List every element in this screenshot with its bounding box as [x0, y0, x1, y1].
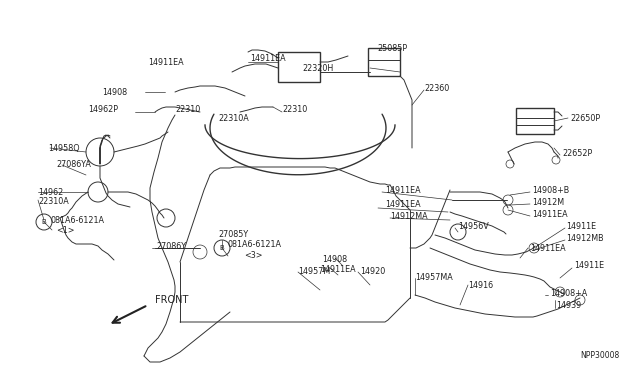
Text: 14956V: 14956V: [458, 221, 489, 231]
Text: 14916: 14916: [468, 280, 493, 289]
Text: 14911EA: 14911EA: [250, 54, 285, 62]
Text: 22320H: 22320H: [302, 64, 333, 73]
Text: 27086YA: 27086YA: [56, 160, 91, 169]
Text: 14911EA: 14911EA: [385, 199, 420, 208]
Text: 25085P: 25085P: [377, 44, 407, 52]
Text: 27086Y: 27086Y: [156, 241, 186, 250]
Text: 14911E: 14911E: [574, 262, 604, 270]
Text: 14962: 14962: [38, 187, 63, 196]
Text: 14908+B: 14908+B: [532, 186, 569, 195]
Text: 14911E: 14911E: [566, 221, 596, 231]
Text: <3>: <3>: [244, 251, 262, 260]
Text: 22650P: 22650P: [570, 113, 600, 122]
Text: 14957M: 14957M: [298, 267, 330, 276]
Text: 22310: 22310: [175, 105, 200, 113]
Text: 22310A: 22310A: [218, 113, 249, 122]
Text: 14957MA: 14957MA: [415, 273, 452, 282]
Text: B: B: [42, 219, 46, 225]
Text: 22652P: 22652P: [562, 148, 592, 157]
Text: 14908: 14908: [102, 87, 127, 96]
Text: B: B: [220, 245, 225, 251]
Text: 14912MA: 14912MA: [390, 212, 428, 221]
Text: 14912M: 14912M: [532, 198, 564, 206]
Text: 14908+A: 14908+A: [550, 289, 588, 298]
Text: 22360: 22360: [424, 83, 449, 93]
Text: 22310: 22310: [282, 105, 307, 113]
Text: 14939: 14939: [556, 301, 581, 311]
Text: <1>: <1>: [56, 225, 74, 234]
Text: 081A6-6121A: 081A6-6121A: [228, 240, 282, 248]
Text: 14911EA: 14911EA: [385, 186, 420, 195]
Text: 14920: 14920: [360, 267, 385, 276]
Text: NPP30008: NPP30008: [580, 351, 620, 360]
Text: 14911EA: 14911EA: [148, 58, 184, 67]
Text: 14912MB: 14912MB: [566, 234, 604, 243]
Text: 14908: 14908: [322, 256, 347, 264]
Text: FRONT: FRONT: [155, 295, 188, 305]
Text: 14911EA: 14911EA: [532, 209, 568, 218]
Text: 27085Y: 27085Y: [218, 230, 248, 238]
Text: 14911EA: 14911EA: [320, 266, 356, 275]
Text: 22310A: 22310A: [38, 196, 68, 205]
Text: 14911EA: 14911EA: [530, 244, 566, 253]
Text: 081A6-6121A: 081A6-6121A: [50, 215, 104, 224]
Text: 14962P: 14962P: [88, 105, 118, 113]
Text: 14958Q: 14958Q: [48, 144, 79, 153]
